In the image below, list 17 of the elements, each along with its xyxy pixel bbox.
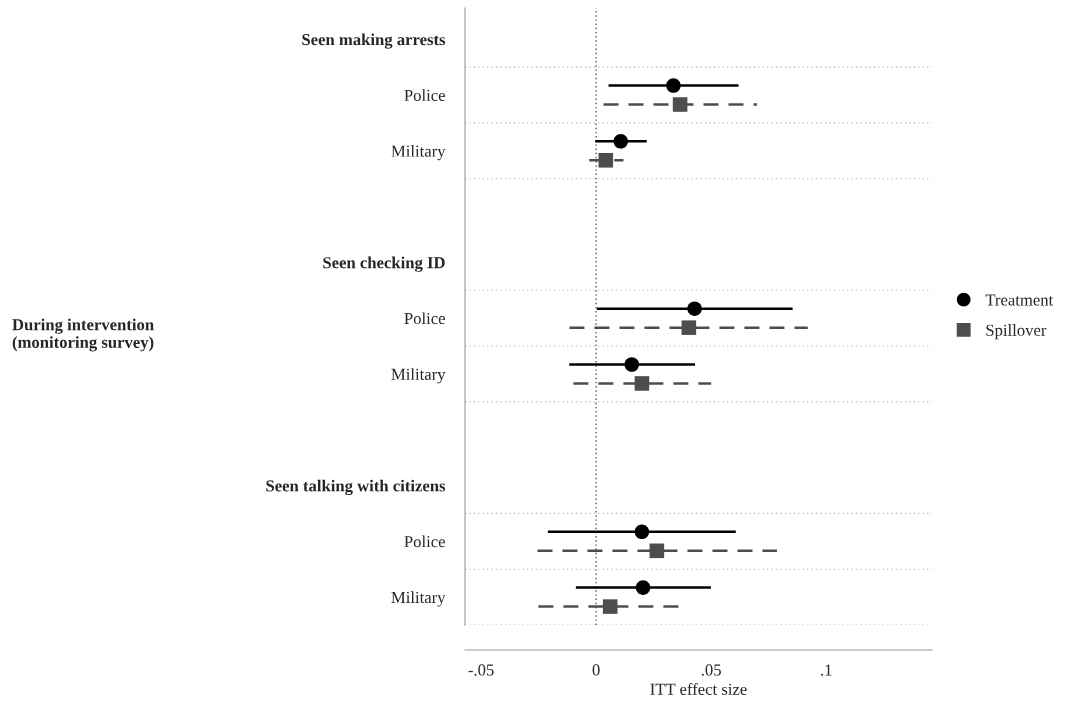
y-tick-label: Military [391,145,446,161]
legend-label: Treatment [985,294,1054,306]
legend-label: Spillover [986,324,1047,340]
y-tick-label: Seen checking ID [323,256,445,272]
x-axis-title: ITT effect size [650,683,747,695]
y-tick-label: Police [404,535,445,548]
y-tick-label: Seen talking with citizens [266,479,446,495]
y-tick-label: Police [404,312,445,325]
x-tick-label: .1 [821,664,832,676]
text: During intervention (monitoring survey) [12,318,154,352]
x-tick-label: 0 [592,664,600,676]
y-tick-label: Military [391,591,446,607]
y-tick-label: Military [391,368,446,384]
y-tick-label: Police [404,89,445,101]
x-tick-label: -.05 [468,664,494,676]
x-tick-label: .05 [701,664,721,676]
y-tick-label: Seen making arrests [302,33,446,49]
